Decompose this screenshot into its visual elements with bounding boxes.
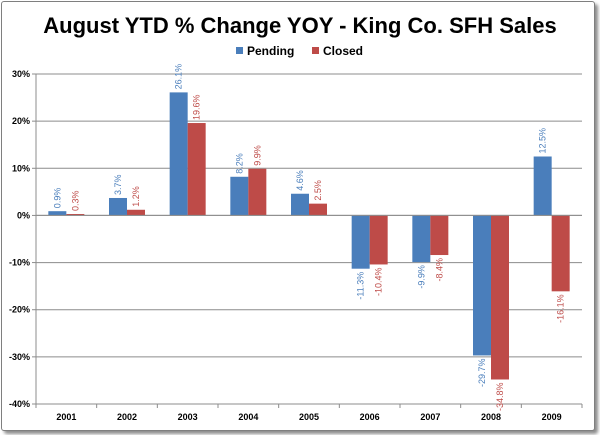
- x-tick-label: 2004: [238, 412, 258, 422]
- y-tick-label: 10%: [12, 163, 30, 173]
- y-tick-label: -40%: [9, 399, 30, 409]
- bars: 0.9% 0.3% 3.7% 1.2% 26.1% 19.6% 8.2% 9.9% 4.6% 2.…: [48, 64, 570, 411]
- x-tick-label: 2003: [178, 412, 198, 422]
- data-label: 1.2%: [131, 186, 141, 207]
- bar-closed-2008: [491, 215, 509, 380]
- bar-pending-2001: [48, 211, 67, 216]
- data-label: -8.4%: [434, 258, 444, 282]
- data-label: -10.4%: [374, 267, 384, 296]
- bar-pending-2002: [109, 197, 127, 216]
- y-tick-label: -10%: [9, 258, 30, 268]
- data-label: -16.1%: [556, 294, 566, 323]
- bar-pending-2008: [473, 215, 491, 356]
- y-axis: 30% 20% 10% 0% -10% -20% -30% -40%: [9, 69, 37, 409]
- data-label: 3.7%: [113, 174, 123, 195]
- legend-label-pending: Pending: [247, 44, 294, 58]
- data-label: 0.9%: [52, 188, 62, 209]
- bar-closed-2006: [369, 215, 388, 265]
- bar-pending-2007: [412, 215, 431, 263]
- legend-label-closed: Closed: [323, 44, 363, 58]
- x-tick-label: 2006: [360, 412, 380, 422]
- bar-pending-2006: [351, 215, 370, 269]
- bar-closed-2002: [127, 209, 145, 216]
- data-label: 8.2%: [234, 153, 244, 174]
- data-label: 4.6%: [295, 170, 305, 191]
- data-label: -34.8%: [495, 382, 505, 411]
- data-label: 0.3%: [70, 190, 80, 211]
- bar-pending-2005: [291, 193, 309, 216]
- bar-pending-2004: [230, 176, 249, 216]
- data-label: -29.7%: [477, 358, 487, 387]
- bar-pending-2003: [169, 92, 188, 216]
- x-tick-label: 2008: [481, 412, 501, 422]
- data-label: -11.3%: [356, 272, 366, 300]
- legend-swatch-closed: [312, 47, 319, 54]
- data-label: 12.5%: [538, 128, 548, 154]
- data-label: 9.9%: [252, 145, 262, 166]
- bar-closed-2004: [248, 168, 267, 216]
- y-tick-label: -30%: [9, 352, 30, 362]
- x-tick-label: 2007: [420, 412, 440, 422]
- legend-swatch-pending: [236, 47, 243, 54]
- bar-closed-2009: [551, 215, 570, 292]
- data-label: -9.9%: [416, 265, 426, 289]
- x-axis: 2001 2002 2003 2004 2005 2006 2007 2008 2009: [35, 214, 583, 422]
- x-tick-label: 2005: [299, 412, 319, 422]
- bar-closed-2005: [309, 203, 327, 216]
- y-tick-label: 30%: [12, 69, 30, 79]
- data-label: 26.1%: [174, 64, 184, 90]
- y-tick-label: 20%: [12, 116, 30, 126]
- chart-title: August YTD % Change YOY - King Co. SFH S…: [43, 13, 556, 38]
- bar-closed-2001: [66, 214, 85, 216]
- data-label: 2.5%: [313, 180, 323, 201]
- bar-closed-2003: [187, 123, 206, 216]
- y-tick-label: 0%: [17, 210, 30, 220]
- data-label: 19.6%: [192, 94, 202, 120]
- chart-legend: Pending Closed: [236, 44, 363, 58]
- y-tick-label: -20%: [9, 305, 30, 315]
- x-tick-label: 2002: [117, 412, 137, 422]
- x-tick-label: 2009: [542, 412, 562, 422]
- x-tick-label: 2001: [56, 412, 76, 422]
- bar-pending-2009: [533, 156, 552, 216]
- bar-closed-2007: [430, 215, 449, 256]
